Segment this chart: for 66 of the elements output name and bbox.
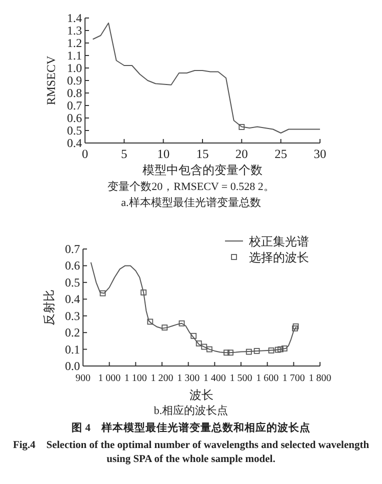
y-tick-label: 0.4 (65, 292, 80, 306)
y-tick-label: 0.7 (67, 98, 82, 112)
x-tick-label: 20 (235, 147, 248, 161)
point (268, 348, 274, 354)
point (201, 344, 208, 350)
point (224, 350, 230, 356)
y-axis-title: 反射比 (42, 290, 56, 326)
y-tick-label: 0.5 (65, 275, 80, 290)
y-tick-label: 0.7 (65, 242, 80, 256)
x-tick-label: 1 600 (256, 373, 279, 384)
x-tick-label: 10 (157, 147, 170, 161)
x-axis-title: 模型中包含的变量个数 (142, 163, 262, 177)
y-tick-label: 1.2 (67, 36, 82, 50)
text: 变量个数20，RMSECV = 0.528 2。 (106, 180, 276, 195)
point (196, 340, 202, 346)
x-tick-label: 1 100 (124, 373, 147, 384)
text: a.样本模型最佳光谱变量总数 (120, 196, 262, 211)
y-axis-title: RMSECV (44, 56, 58, 106)
point (100, 290, 106, 296)
text: b.相应的波长点 (152, 404, 230, 419)
y-tick-label: 0.2 (65, 326, 80, 340)
x-tick-label: 25 (274, 147, 288, 161)
point (278, 346, 284, 352)
y-tick-label: 0.3 (65, 308, 80, 323)
legend-label: 选择的波长 (249, 250, 309, 264)
y-tick-label: 0.1 (65, 342, 80, 356)
x-tick-label: 1 200 (150, 373, 174, 384)
x-tick-label: 0 (82, 147, 88, 161)
point (190, 332, 197, 339)
x-tick-label: 900 (76, 373, 90, 384)
point (147, 318, 154, 325)
legend-label: 校正集光谱 (248, 234, 309, 248)
point (178, 320, 185, 326)
caption: Fig.4 Selection of the optimal number of wavelengths and selected wavelength using SPA of the whole sample model. (12, 439, 370, 467)
y-tick-label: 0.9 (67, 74, 82, 88)
x-tick-label: 1 700 (282, 373, 305, 384)
point (282, 346, 288, 352)
x-tick-label: 1 400 (203, 373, 226, 384)
y-tick-label: 0.6 (67, 111, 82, 125)
y-tick-label: 0.4 (67, 136, 82, 150)
point (206, 346, 212, 352)
y-tick-label: 0.8 (67, 86, 82, 100)
y-tick-label: 1.3 (67, 24, 82, 38)
x-tick-label: 15 (196, 147, 209, 161)
x-tick-label: 1 300 (177, 373, 200, 384)
x-axis-title: 波长 (190, 388, 214, 402)
caption: 图 4 样本模型最佳光谱变量总数和相应的波长点 (70, 422, 312, 436)
point (254, 348, 260, 354)
x-tick-label: 30 (314, 147, 326, 161)
y-tick-label: 0.6 (65, 258, 80, 273)
y-tick-label: 1.0 (67, 61, 82, 75)
point (246, 348, 252, 355)
point (292, 323, 299, 330)
y-tick-label: 0.0 (65, 359, 80, 373)
x-tick-label: 1 800 (308, 373, 332, 384)
x-tick-label: 5 (121, 147, 128, 161)
x-tick-label: 1 500 (230, 373, 252, 384)
y-tick-label: 1.4 (67, 11, 82, 25)
point (292, 325, 298, 332)
y-tick-label: 1.1 (67, 48, 82, 62)
point (228, 350, 234, 356)
point (162, 324, 168, 331)
x-tick-label: 1 000 (98, 373, 121, 384)
point (274, 346, 281, 353)
y-tick-label: 0.5 (67, 124, 82, 138)
point (140, 290, 147, 296)
